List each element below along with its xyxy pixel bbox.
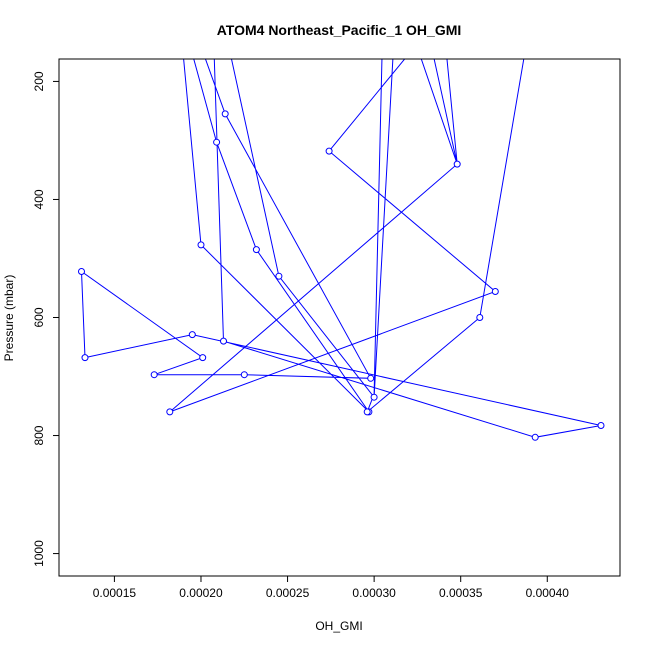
series-line [80,59,602,438]
y-tick-label: 200 [32,71,46,91]
data-point [188,331,196,339]
data-point [252,246,260,254]
y-tick-label: 800 [32,425,46,445]
data-point [166,408,174,416]
x-axis-label: OH_GMI [315,619,362,633]
x-tick-label: 0.00030 [352,586,396,600]
data-point [370,393,378,401]
chart-title: ATOM4 Northeast_Pacific_1 OH_GMI [217,22,462,38]
data-point [367,374,375,382]
marker-layer [78,110,605,441]
data-point [220,337,227,345]
data-point [275,272,283,280]
data-point [491,288,499,295]
data-point [325,147,333,155]
data-point [240,371,248,379]
data-point [197,241,205,249]
x-tick-label: 0.00040 [526,586,570,600]
y-axis-label: Pressure (mbar) [2,275,16,362]
data-point [476,314,484,321]
y-tick-label: 1000 [32,540,46,567]
data-point [150,371,158,379]
x-axis: 0.00015 0.00020 0.00025 0.00030 0.00035 0.000… [93,576,570,600]
data-point [597,422,605,429]
x-tick-label: 0.00025 [266,586,310,600]
plot-frame [58,58,621,577]
data-point [213,138,221,146]
y-tick-label: 400 [32,189,46,209]
data-point [78,268,85,275]
y-tick-label: 600 [32,307,46,327]
data-point [363,408,371,416]
data-point [199,354,207,362]
x-tick-label: 0.00035 [439,586,483,600]
x-tick-label: 0.00015 [93,586,137,600]
data-point [531,433,539,441]
x-tick-label: 0.00020 [179,586,223,600]
plot-area [80,59,602,438]
data-point [453,160,461,168]
data-point [81,354,89,362]
y-axis: 200 400 600 800 1000 [32,71,59,567]
data-point [221,110,229,118]
